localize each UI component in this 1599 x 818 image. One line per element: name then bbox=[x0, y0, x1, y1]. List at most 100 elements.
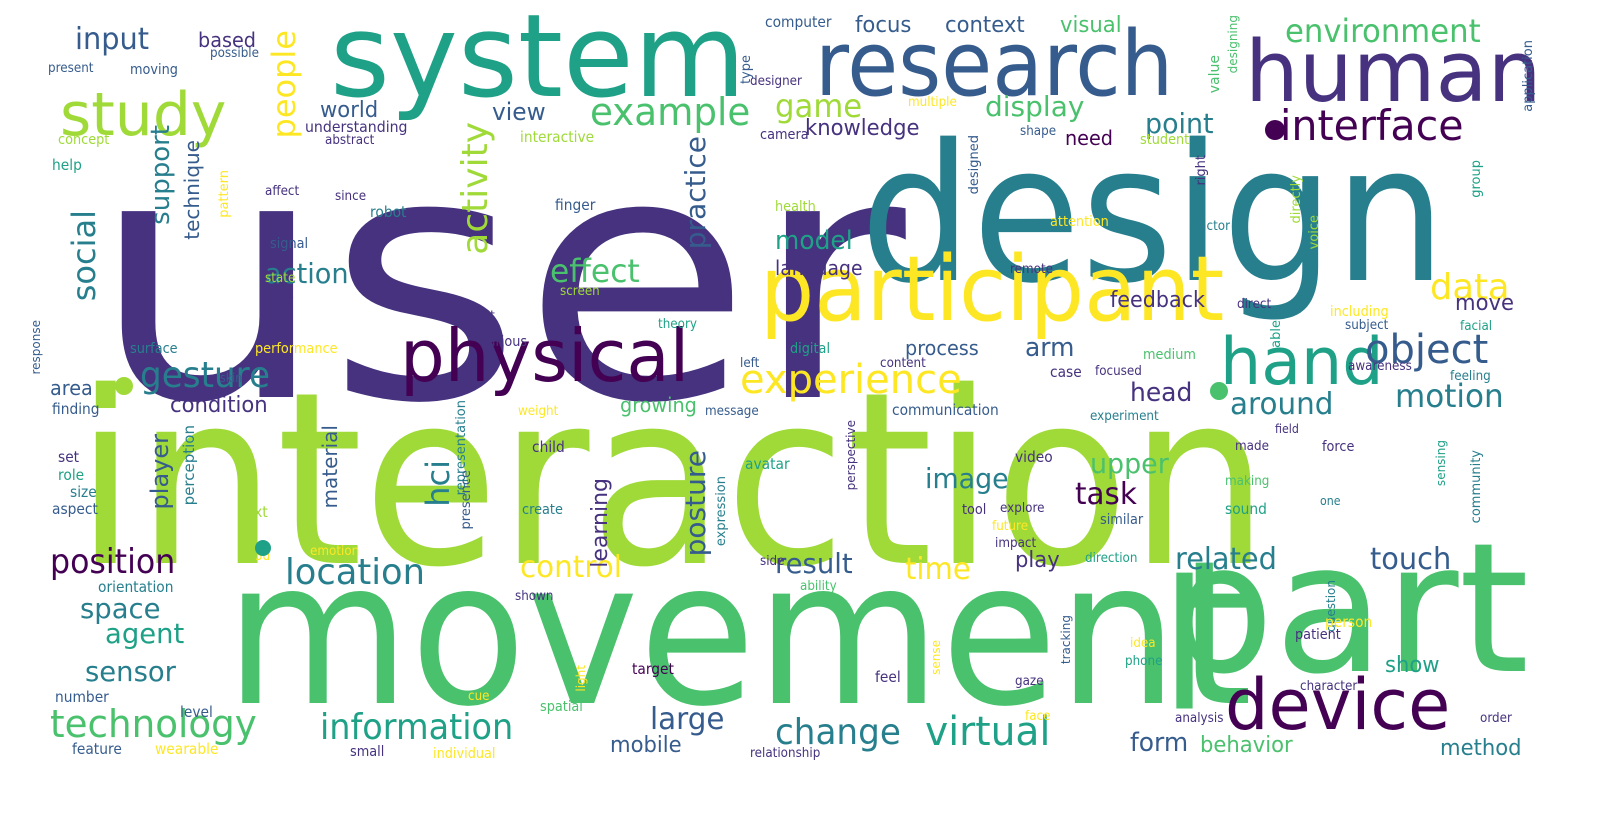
word-experiment: experiment bbox=[1090, 409, 1159, 424]
word-voice: voice bbox=[1307, 215, 1322, 250]
word-part: part bbox=[1160, 505, 1530, 714]
word-sound: sound bbox=[1225, 500, 1267, 518]
word-message: message bbox=[705, 404, 759, 419]
word-present: present bbox=[48, 61, 94, 76]
word-virtual: virtual bbox=[925, 709, 1051, 755]
word-direct: direct bbox=[1237, 297, 1272, 312]
word-need: need bbox=[1065, 126, 1113, 150]
word-create: create bbox=[522, 502, 563, 518]
word-environment: environment bbox=[1285, 12, 1481, 50]
word-person: person bbox=[1325, 613, 1373, 631]
word-design: design bbox=[860, 104, 1447, 325]
word-designing: designing bbox=[1226, 15, 1240, 74]
word-sensing: sensing bbox=[1434, 440, 1448, 487]
word-context: context bbox=[945, 13, 1025, 38]
word-gaze: gaze bbox=[1015, 674, 1044, 689]
word-point: point bbox=[1145, 107, 1214, 140]
word-device: device bbox=[1225, 664, 1451, 746]
word-feature: feature bbox=[72, 740, 122, 758]
word-video: video bbox=[1015, 448, 1053, 466]
word-level: level bbox=[180, 703, 213, 721]
word-facial: facial bbox=[1460, 319, 1493, 334]
word-hci: hci bbox=[419, 460, 457, 507]
word-face: face bbox=[1025, 709, 1051, 724]
word-effect: effect bbox=[550, 252, 640, 290]
word-possible: possible bbox=[210, 46, 259, 61]
word-community: community bbox=[1469, 450, 1484, 524]
word-system: system bbox=[330, 0, 746, 124]
bullet-dot bbox=[255, 540, 271, 556]
word-change: change bbox=[775, 712, 901, 753]
word-medium: medium bbox=[1143, 347, 1196, 363]
word-text: text bbox=[240, 503, 268, 521]
word-object: object bbox=[1365, 327, 1489, 373]
word-display: display bbox=[985, 90, 1085, 123]
word-analysis: analysis bbox=[1175, 711, 1224, 726]
word-similar: similar bbox=[1100, 512, 1144, 528]
word-hand: hand bbox=[1220, 325, 1384, 400]
word-awareness: awareness bbox=[1348, 359, 1412, 374]
word-information: information bbox=[320, 707, 514, 748]
word-feel: feel bbox=[875, 668, 901, 686]
word-player: player bbox=[146, 434, 174, 510]
word-left: left bbox=[740, 356, 760, 371]
word-action: action bbox=[265, 257, 349, 290]
word-world: world bbox=[320, 98, 379, 123]
word-research: research bbox=[815, 12, 1174, 117]
word-value: value bbox=[1207, 55, 1223, 94]
word-posture: posture bbox=[679, 450, 712, 557]
word-aspect: aspect bbox=[52, 500, 98, 518]
word-space: space bbox=[80, 592, 161, 625]
word-finding: finding bbox=[52, 400, 100, 418]
word-signal: signal bbox=[270, 236, 309, 252]
word-state: state bbox=[265, 271, 296, 286]
word-interaction: interaction bbox=[75, 340, 1270, 620]
word-set: set bbox=[58, 448, 80, 466]
word-upper: upper bbox=[1090, 447, 1169, 480]
word-side: side bbox=[760, 554, 785, 569]
word-study: study bbox=[60, 80, 227, 150]
word-subject: subject bbox=[1345, 318, 1389, 333]
word-method: method bbox=[1440, 736, 1522, 761]
word-human: human bbox=[1245, 23, 1542, 122]
word-around: around bbox=[1230, 387, 1334, 422]
word-spatial: spatial bbox=[540, 699, 583, 715]
word-focused: focused bbox=[1095, 364, 1142, 379]
word-arm: arm bbox=[1025, 333, 1075, 363]
bullet-dot bbox=[1265, 120, 1285, 140]
word-designer: designer bbox=[750, 74, 802, 89]
word-head: head bbox=[1130, 378, 1193, 408]
bullet-dot bbox=[1210, 382, 1228, 400]
word-case: case bbox=[1050, 363, 1082, 381]
word-one: one bbox=[1320, 494, 1341, 508]
word-large: large bbox=[650, 702, 725, 737]
word-abstract: abstract bbox=[325, 133, 375, 148]
word-phone: phone bbox=[1125, 654, 1163, 669]
word-content: content bbox=[880, 356, 926, 371]
word-data: data bbox=[1430, 267, 1510, 308]
word-input: input bbox=[75, 22, 150, 57]
word-understanding: understanding bbox=[305, 118, 408, 136]
word-role: role bbox=[58, 466, 85, 484]
word-visual: visual bbox=[1060, 13, 1122, 38]
word-result: result bbox=[775, 547, 853, 580]
word-technique: technique bbox=[180, 140, 204, 240]
word-learning: learning bbox=[588, 478, 613, 568]
word-user: user bbox=[90, 82, 906, 478]
word-agent: agent bbox=[105, 617, 185, 650]
word-back: back bbox=[265, 287, 294, 302]
word-tracking: tracking bbox=[1059, 615, 1073, 665]
word-made: made bbox=[1235, 439, 1269, 454]
word-patient: patient bbox=[1295, 627, 1341, 643]
word-factor: factor bbox=[1195, 219, 1231, 234]
word-experience: experience bbox=[740, 357, 962, 403]
word-designed: designed bbox=[967, 135, 982, 195]
word-focus: focus bbox=[855, 13, 912, 38]
word-digital: digital bbox=[790, 341, 831, 357]
word-technology: technology bbox=[50, 702, 257, 746]
word-emotion: emotion bbox=[310, 544, 360, 559]
word-individual: individual bbox=[433, 746, 496, 762]
word-making: making bbox=[1225, 474, 1270, 489]
word-play: play bbox=[1015, 548, 1060, 573]
